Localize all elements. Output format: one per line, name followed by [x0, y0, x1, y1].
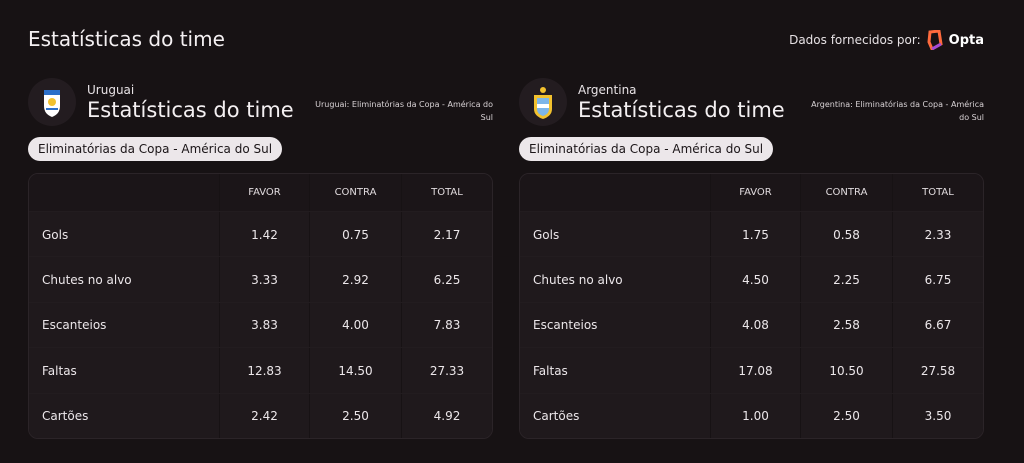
stat-label: Cartões — [42, 409, 89, 424]
stat-value: 7.83 — [401, 302, 492, 348]
header-cell — [520, 174, 710, 211]
stat-value: 27.33 — [401, 348, 492, 394]
stat-label: Escanteios — [42, 318, 107, 333]
provider-name: Opta — [948, 32, 984, 48]
header-row: FAVOR CONTRA TOTAL — [29, 174, 492, 211]
stat-value: 0.58 — [800, 212, 892, 257]
stat-value: 2.42 — [219, 393, 309, 438]
stat-label: Chutes no alvo — [533, 272, 623, 287]
column-header: CONTRA — [309, 174, 401, 211]
column-header: TOTAL — [401, 174, 492, 211]
stat-row: Escanteios 4.08 2.58 6.67 — [520, 301, 983, 348]
team-name: Argentina — [578, 83, 637, 97]
stat-value: 2.92 — [309, 257, 401, 303]
stat-label: Faltas — [533, 363, 568, 378]
stat-value: 27.58 — [892, 348, 983, 394]
stat-value: 6.67 — [892, 302, 983, 348]
stat-label: Gols — [42, 227, 69, 242]
stat-value: 2.33 — [892, 212, 983, 257]
page-title: Estatísticas do time — [28, 27, 225, 51]
stat-value: 2.58 — [800, 302, 892, 348]
team-name: Uruguai — [87, 83, 135, 97]
team-panel: Uruguai Estatísticas do time Uruguai: Elim… — [28, 78, 493, 439]
provider: Dados fornecidos por: Opta — [789, 30, 984, 50]
header-row: FAVOR CONTRA TOTAL — [520, 174, 983, 211]
competition-note: Uruguai: Eliminatórias da Copa - América… — [315, 100, 493, 122]
stats-table: FAVOR CONTRA TOTAL Gols 1.42 0.75 2.17 Chutes n… — [28, 173, 493, 439]
provider-label: Dados fornecidos por: — [789, 33, 921, 47]
competition-pill: Eliminatórias da Copa - América do Sul — [28, 137, 283, 161]
stat-value: 17.08 — [710, 348, 800, 394]
column-header: CONTRA — [800, 174, 892, 211]
stat-label: Cartões — [533, 409, 580, 424]
stat-row: Gols 1.75 0.58 2.33 — [520, 211, 983, 257]
provider-logo — [927, 30, 943, 50]
stat-value: 2.50 — [309, 393, 401, 438]
stat-row: Faltas 12.83 14.50 27.33 — [29, 347, 492, 394]
stat-value: 3.83 — [219, 302, 309, 348]
stat-value: 1.42 — [219, 212, 309, 257]
team-crest — [519, 78, 567, 126]
header-cell — [29, 174, 219, 211]
stat-value: 4.50 — [710, 257, 800, 303]
stat-value: 6.25 — [401, 257, 492, 303]
team-crest — [28, 78, 76, 126]
stat-value: 4.92 — [401, 393, 492, 438]
column-header: TOTAL — [892, 174, 983, 211]
column-header: FAVOR — [710, 174, 800, 211]
stat-value: 3.33 — [219, 257, 309, 303]
stat-row: Gols 1.42 0.75 2.17 — [29, 211, 492, 257]
stat-value: 6.75 — [892, 257, 983, 303]
column-header: FAVOR — [219, 174, 309, 211]
stat-value: 1.75 — [710, 212, 800, 257]
stat-label: Faltas — [42, 363, 77, 378]
stat-label: Escanteios — [533, 318, 598, 333]
stat-label: Gols — [533, 227, 560, 242]
competition-note: Argentina: Eliminatórias da Copa - Améri… — [811, 100, 984, 122]
stat-value: 12.83 — [219, 348, 309, 394]
stat-value: 1.00 — [710, 393, 800, 438]
stat-row: Cartões 2.42 2.50 4.92 — [29, 392, 492, 438]
team-heading: Estatísticas do time — [87, 98, 294, 122]
stat-value: 2.50 — [800, 393, 892, 438]
stat-value: 10.50 — [800, 348, 892, 394]
stat-row: Escanteios 3.83 4.00 7.83 — [29, 301, 492, 348]
stat-row: Faltas 17.08 10.50 27.58 — [520, 347, 983, 394]
team-heading: Estatísticas do time — [578, 98, 785, 122]
stat-value: 3.50 — [892, 393, 983, 438]
stat-row: Chutes no alvo 3.33 2.92 6.25 — [29, 256, 492, 303]
stat-row: Cartões 1.00 2.50 3.50 — [520, 392, 983, 438]
stat-value: 14.50 — [309, 348, 401, 394]
stats-table: FAVOR CONTRA TOTAL Gols 1.75 0.58 2.33 Chutes n… — [519, 173, 984, 439]
stat-value: 2.25 — [800, 257, 892, 303]
stat-value: 2.17 — [401, 212, 492, 257]
stat-label: Chutes no alvo — [42, 272, 132, 287]
stat-row: Chutes no alvo 4.50 2.25 6.75 — [520, 256, 983, 303]
team-panel: Argentina Estatísticas do time Argentina: … — [519, 78, 984, 439]
stat-value: 4.00 — [309, 302, 401, 348]
stat-value: 0.75 — [309, 212, 401, 257]
stat-value: 4.08 — [710, 302, 800, 348]
competition-pill: Eliminatórias da Copa - América do Sul — [519, 137, 774, 161]
